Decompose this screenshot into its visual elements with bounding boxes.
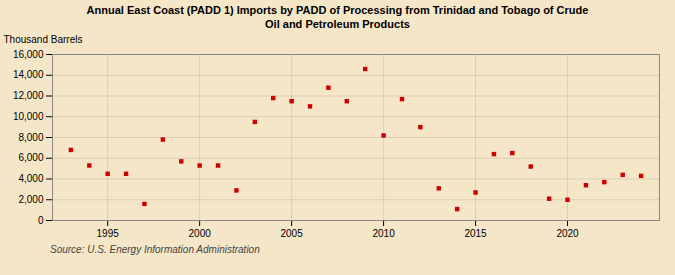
- svg-text:0: 0: [38, 214, 44, 225]
- html-text:Annual East Coast (PADD 1) Imp: Annual East Coast (PADD 1) Imports by PA…: [86, 4, 589, 31]
- svg-text:4,000: 4,000: [18, 173, 43, 184]
- svg-text:8,000: 8,000: [18, 131, 43, 142]
- svg-text:14,000: 14,000: [13, 69, 44, 80]
- svg-text:6,000: 6,000: [18, 152, 43, 163]
- svg-text:1995: 1995: [97, 227, 120, 238]
- svg-text:2010: 2010: [372, 227, 395, 238]
- svg-text:16,000: 16,000: [13, 48, 44, 59]
- svg-text:12,000: 12,000: [13, 90, 44, 101]
- svg-text:2000: 2000: [189, 227, 212, 238]
- svg-text:2,000: 2,000: [18, 194, 43, 205]
- svg-text:10,000: 10,000: [13, 111, 44, 122]
- svg-text:2020: 2020: [556, 227, 579, 238]
- svg-text:2015: 2015: [464, 227, 487, 238]
- svg-text:2005: 2005: [280, 227, 303, 238]
- html-text:Source: U.S. Energy Informatio: Source: U.S. Energy Information Administ…: [50, 243, 260, 255]
- svg-text:Thousand Barrels: Thousand Barrels: [4, 33, 83, 44]
